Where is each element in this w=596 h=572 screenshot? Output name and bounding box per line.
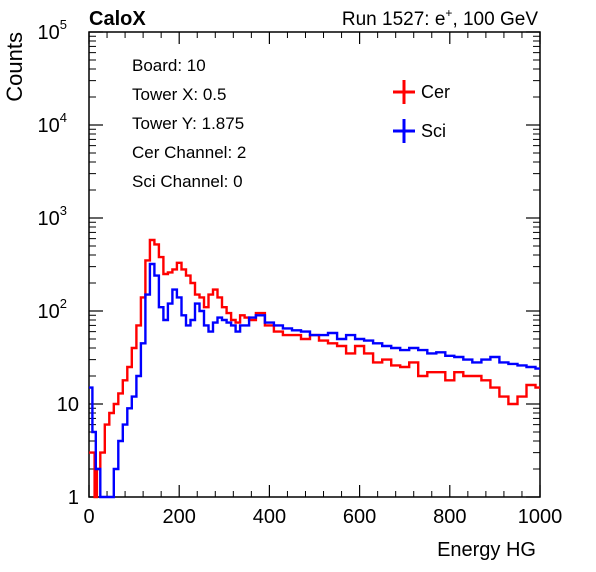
- y-tick-label: 102: [38, 296, 67, 323]
- x-tick-label: 800: [433, 506, 466, 528]
- legend-cer-label: Cer: [421, 82, 450, 102]
- run-suffix: , 100 GeV: [452, 9, 538, 30]
- legend-sci-label: Sci: [421, 121, 446, 141]
- calox-label: CaloX: [89, 8, 146, 30]
- run-sup: +: [445, 6, 452, 20]
- legend-sci: Sci: [393, 119, 446, 143]
- x-tick-label: 0: [83, 506, 94, 528]
- y-axis: 1 10 102 103 104 105: [38, 17, 540, 509]
- series-line-sci: [89, 262, 540, 499]
- series-layer: [89, 238, 540, 499]
- run-label: Run 1527: e+, 100 GeV: [342, 6, 538, 30]
- y-tick-label: 10: [57, 394, 79, 416]
- info-sci-channel: Sci Channel: 0: [132, 172, 243, 191]
- x-axis-title: Energy HG: [437, 539, 536, 561]
- y-tick-label: 103: [38, 203, 67, 230]
- info-tower-x: Tower X: 0.5: [132, 85, 227, 104]
- plot-frame: [88, 31, 541, 498]
- run-prefix: Run 1527: e: [342, 9, 446, 30]
- info-tower-y: Tower Y: 1.875: [132, 114, 244, 133]
- info-lines: Board: 10 Tower X: 0.5 Tower Y: 1.875 Ce…: [132, 56, 246, 191]
- y-tick-label: 104: [38, 110, 67, 137]
- x-tick-label: 200: [163, 506, 196, 528]
- x-axis: 0 200 400 600 800 1000: [83, 32, 562, 528]
- info-board: Board: 10: [132, 56, 206, 75]
- series-line-cer: [89, 238, 540, 499]
- x-tick-label: 400: [253, 506, 286, 528]
- y-tick-label: 105: [38, 17, 67, 44]
- y-tick-label: 1: [68, 487, 79, 509]
- legend-cer: Cer: [393, 80, 450, 104]
- x-tick-label: 1000: [518, 506, 563, 528]
- legend: Cer Sci: [393, 80, 450, 143]
- x-tick-label: 600: [343, 506, 376, 528]
- info-box: [118, 45, 360, 200]
- y-axis-title: Counts: [2, 32, 27, 102]
- info-cer-channel: Cer Channel: 2: [132, 143, 246, 162]
